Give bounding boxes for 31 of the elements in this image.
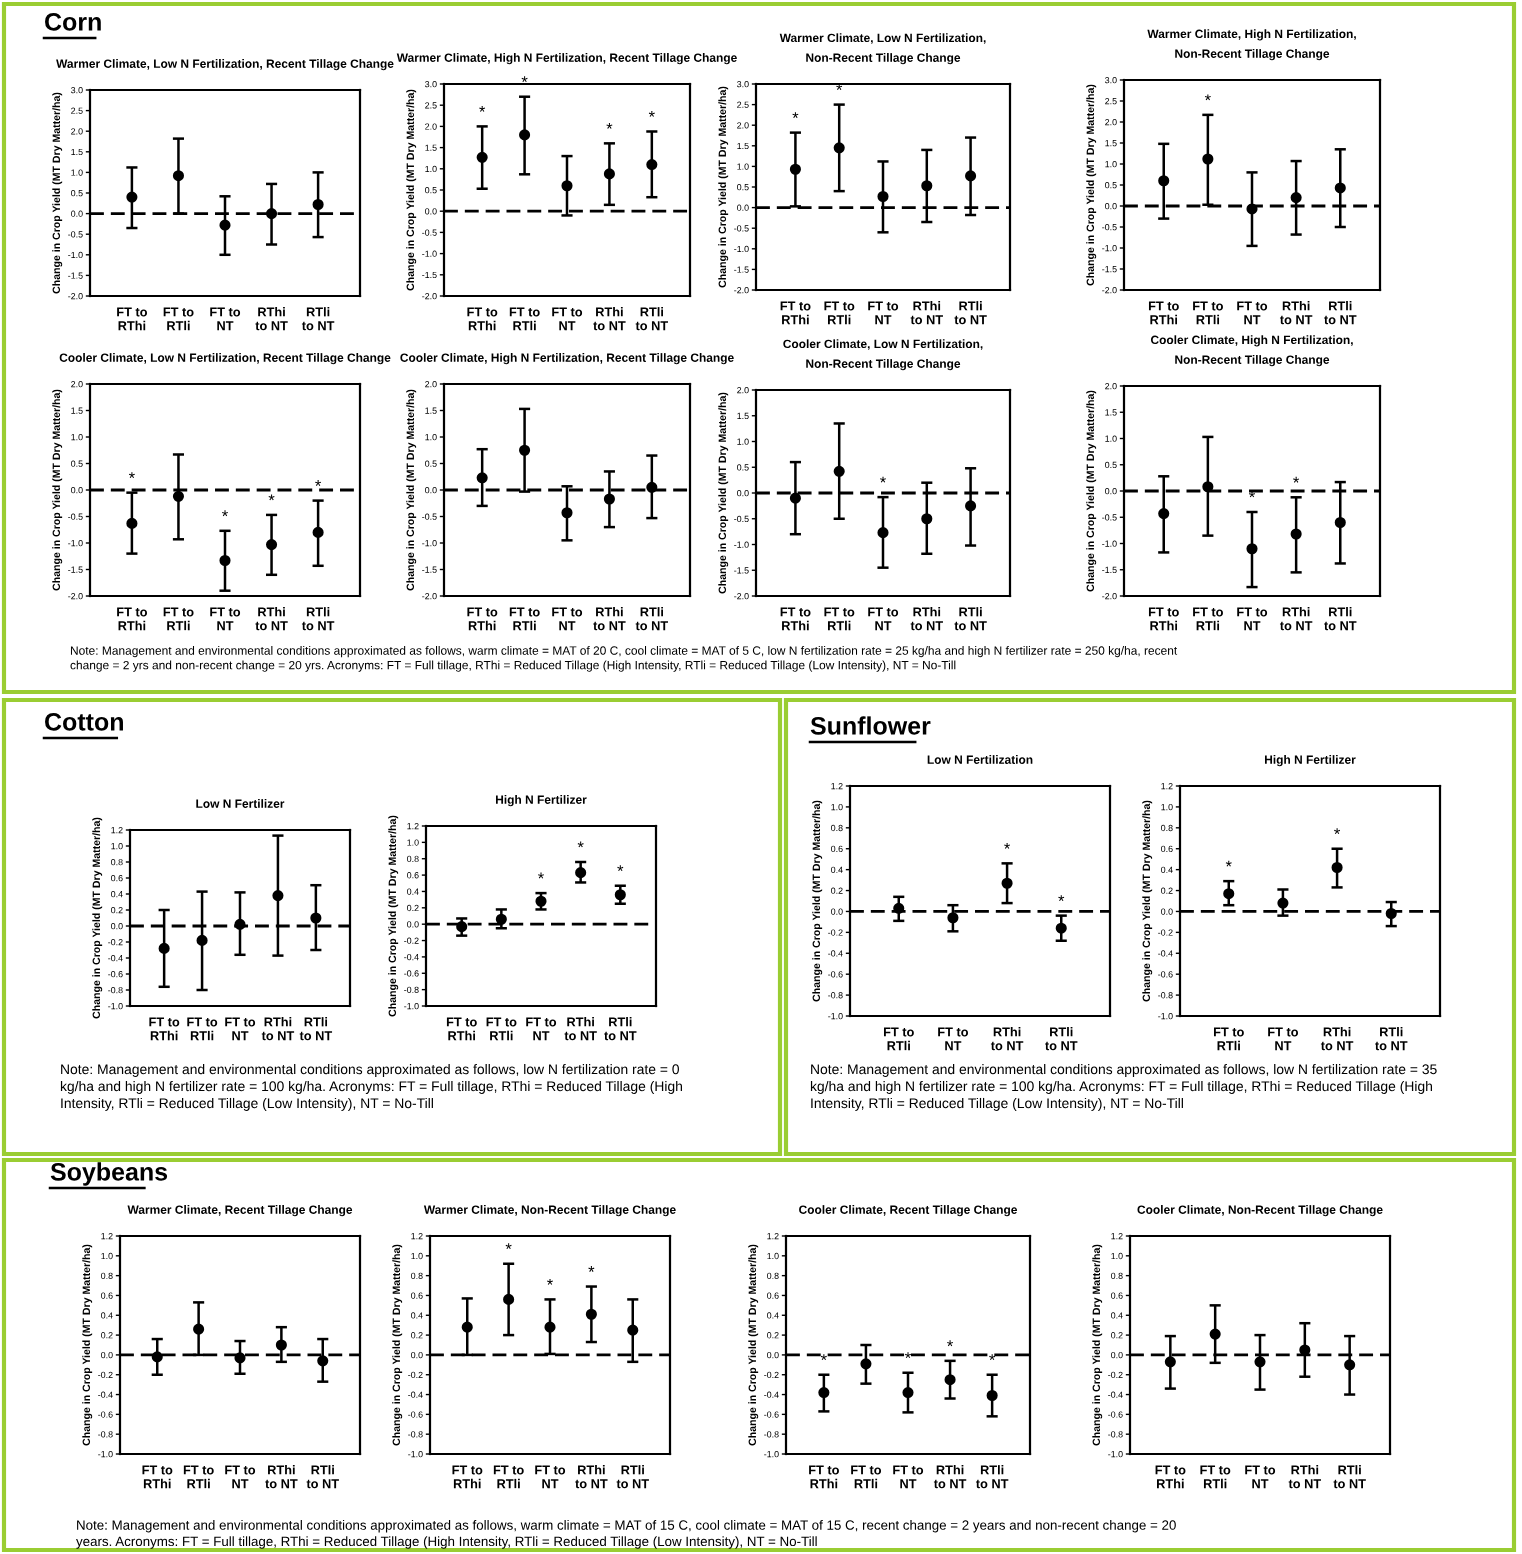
annotation: * xyxy=(989,1354,996,1361)
annotation: * xyxy=(538,872,544,879)
annotation: * xyxy=(547,1278,553,1285)
annotation: * xyxy=(588,1266,595,1272)
annotation: * xyxy=(820,1354,827,1361)
text: Cotton xyxy=(45,713,123,731)
annotation: * xyxy=(905,1352,911,1359)
annotation: * xyxy=(606,122,613,129)
annotation: * xyxy=(315,480,322,486)
text: Sunflower xyxy=(810,716,931,735)
annotation: * xyxy=(1334,828,1341,835)
annotation: * xyxy=(1225,860,1232,867)
annotation: * xyxy=(648,111,655,117)
annotation: * xyxy=(1204,94,1211,101)
annotation: * xyxy=(1293,476,1300,483)
annotation: * xyxy=(128,472,135,479)
annotation: * xyxy=(222,510,228,517)
text: Soybeans xyxy=(50,1162,168,1186)
annotation: * xyxy=(577,841,584,848)
annotation: * xyxy=(479,105,486,112)
annotation: * xyxy=(521,76,528,83)
annotation: * xyxy=(880,476,886,483)
annotation: * xyxy=(792,112,799,118)
annotation: * xyxy=(617,865,624,872)
text: Corn xyxy=(45,13,101,31)
annotation: * xyxy=(1004,842,1011,849)
annotation: * xyxy=(505,1243,512,1250)
annotation: * xyxy=(268,494,275,501)
annotation: * xyxy=(947,1340,954,1347)
annotation: * xyxy=(1249,491,1255,498)
annotation: * xyxy=(1058,895,1065,902)
